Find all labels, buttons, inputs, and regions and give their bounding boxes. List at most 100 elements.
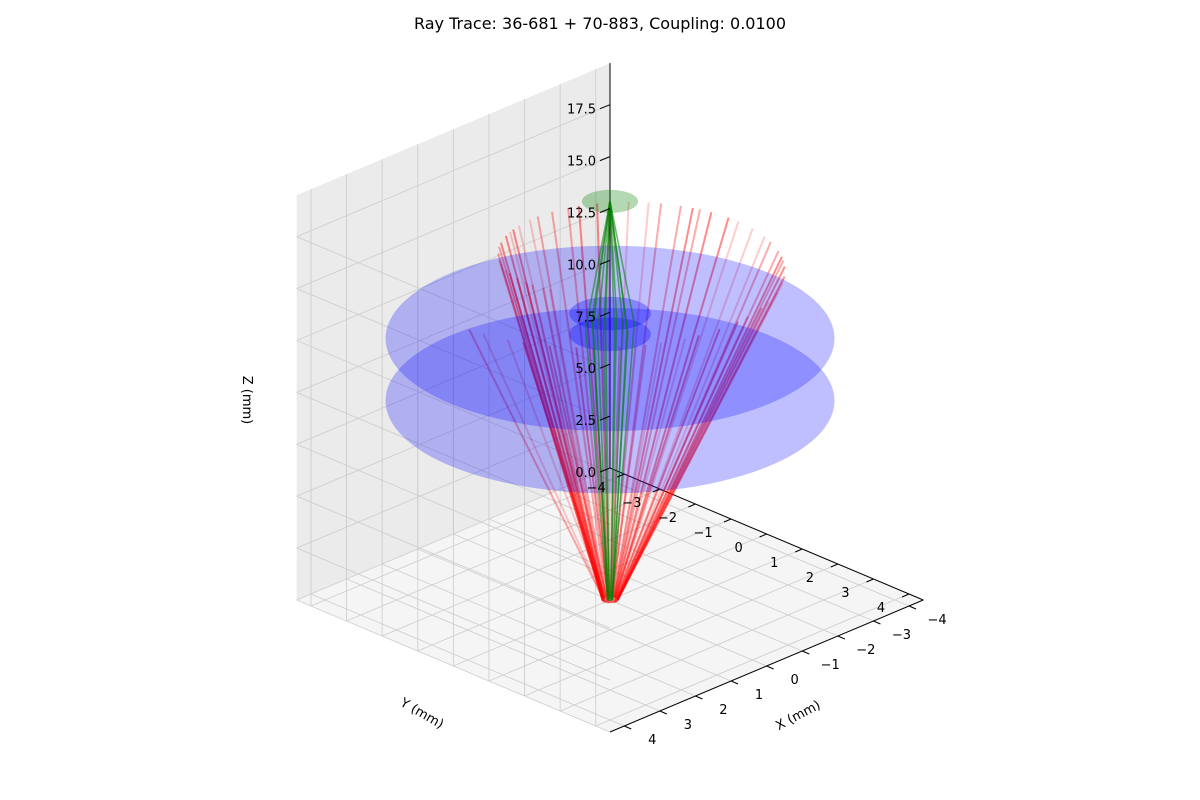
z-tick-label: 2.5 <box>575 414 596 429</box>
source-ray <box>616 266 786 601</box>
optical-surface <box>385 308 835 494</box>
coupled-rays <box>584 201 636 602</box>
z-tick-label: 12.5 <box>567 207 596 222</box>
grid-line-z-wall-a <box>296 415 611 549</box>
source-ray <box>613 207 694 598</box>
coupled-ray <box>609 201 628 601</box>
x-tick-label: 2 <box>719 703 727 718</box>
x-tick-label: 4 <box>648 733 656 748</box>
x-tick-mark <box>695 695 703 700</box>
x-tick-mark <box>730 680 739 685</box>
z-tick-label: 5.0 <box>575 362 596 377</box>
grid-line-z-wall-a <box>296 104 611 238</box>
y-tick-mark <box>688 503 696 508</box>
grid-line-y-floor <box>559 578 874 712</box>
source-ray <box>528 219 607 598</box>
z-tick-label: 0.0 <box>575 466 596 481</box>
z-axis-label: Z (mm) <box>239 376 254 425</box>
x-tick-mark <box>837 635 846 640</box>
coupled-ray <box>609 201 618 600</box>
y-tick-mark <box>795 548 803 553</box>
coupled-ray <box>592 201 611 600</box>
source-ray <box>525 282 605 602</box>
coupled-ray <box>596 201 611 601</box>
z-tick-label: 10.0 <box>567 258 596 273</box>
x-tick-mark <box>766 665 774 670</box>
y-axis-label: Y (mm) <box>397 695 447 732</box>
grid-line-y-floor <box>595 593 910 727</box>
source-ray <box>575 347 610 604</box>
source-ray <box>504 235 605 599</box>
grid-line-z-wall-a <box>296 363 611 497</box>
source-ray <box>610 342 663 604</box>
source-ray <box>531 284 605 602</box>
grid-line-z-wall-a <box>296 311 611 445</box>
source-ray <box>615 301 770 603</box>
y-tick-mark <box>830 563 839 568</box>
y-tick-mark <box>723 518 732 523</box>
z-tick-mark <box>599 363 611 369</box>
optical-surfaces <box>385 189 835 494</box>
source-ray <box>509 231 605 599</box>
y-tick-label: 2 <box>806 571 814 586</box>
grid-line-z-wall-a <box>296 208 611 341</box>
y-tick-label: −1 <box>693 526 712 541</box>
source-ray <box>611 203 663 598</box>
grid-line-y-floor <box>417 518 732 652</box>
source-ray <box>542 287 606 603</box>
source-ray <box>616 241 772 600</box>
z-tick-mark <box>599 104 611 110</box>
z-tick-mark <box>599 156 611 162</box>
source-ray <box>613 328 721 603</box>
source-ray <box>468 328 606 603</box>
source-ray <box>612 335 700 604</box>
z-tick-mark <box>599 259 611 265</box>
coupled-ray <box>609 201 624 600</box>
source-ray <box>616 276 786 602</box>
grid-line-z-wall-b <box>296 340 611 473</box>
source-ray <box>616 282 784 602</box>
x-tick-mark <box>908 605 917 610</box>
y-tick-label: −3 <box>622 496 641 511</box>
source-rays <box>468 201 786 604</box>
source-ray <box>615 307 763 603</box>
x-tick-mark <box>624 725 632 730</box>
x-tick-label: −4 <box>927 613 946 628</box>
source-ray <box>536 216 607 598</box>
coupled-ray <box>604 201 611 600</box>
x-tick-mark <box>873 620 881 625</box>
source-ray <box>615 228 754 599</box>
z-tick-label: 15.0 <box>567 155 596 170</box>
y-tick-mark <box>759 533 767 538</box>
optical-surface <box>569 317 651 352</box>
y-tick-label: −4 <box>587 481 606 496</box>
grid-line-z-wall-a <box>296 467 611 601</box>
grid-line-z-wall-b <box>296 443 611 577</box>
grid-line-y-floor <box>310 473 625 607</box>
source-ray <box>508 272 604 601</box>
source-ray <box>482 333 607 603</box>
source-ray <box>548 345 609 604</box>
source-ray <box>499 242 605 599</box>
grid-line-y-floor <box>488 548 803 682</box>
grid-line-z-wall-b <box>296 236 611 370</box>
grid-line-z-wall-b <box>296 599 611 733</box>
y-tick-mark <box>901 593 910 598</box>
source-ray <box>614 321 739 603</box>
source-ray <box>516 277 604 602</box>
source-ray <box>616 256 783 601</box>
grid-line-z-wall-b <box>296 391 611 525</box>
source-ray <box>506 339 608 604</box>
y-tick-label: 3 <box>841 586 849 601</box>
coupled-ray <box>584 201 611 601</box>
source-ray <box>614 217 730 599</box>
source-ray <box>551 211 608 598</box>
grid-line-y-floor <box>381 503 696 637</box>
source-ray <box>616 250 780 600</box>
y-tick-label: 4 <box>877 601 885 616</box>
x-tick-label: 1 <box>755 688 763 703</box>
source-ray <box>615 221 740 599</box>
grid-line-z-wall-b <box>296 547 611 681</box>
